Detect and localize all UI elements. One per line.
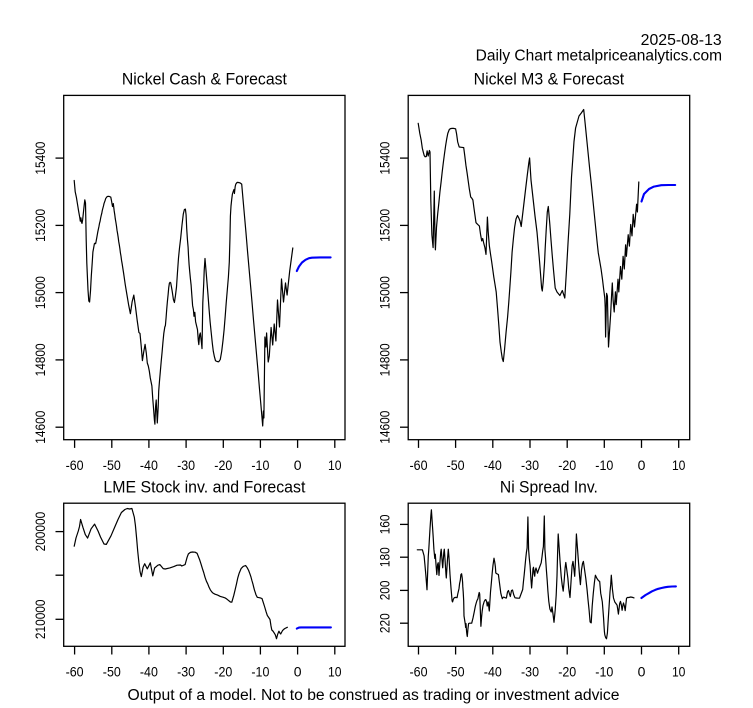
svg-text:10: 10 [672,457,686,473]
svg-text:-60: -60 [66,457,84,473]
svg-text:15200: 15200 [378,209,393,242]
svg-text:Ni Spread Inv.: Ni Spread Inv. [500,478,598,497]
svg-text:220: 220 [378,613,393,633]
svg-text:160: 160 [378,515,393,535]
svg-text:-10: -10 [251,664,269,680]
svg-text:2025-08-13: 2025-08-13 [641,32,722,49]
svg-text:-20: -20 [558,664,576,680]
svg-text:-30: -30 [521,664,539,680]
svg-text:15400: 15400 [33,142,48,175]
svg-text:15200: 15200 [33,209,48,242]
svg-text:Daily Chart metalpriceanalytic: Daily Chart metalpriceanalytics.com [476,48,722,65]
svg-text:15400: 15400 [378,142,393,175]
svg-text:-40: -40 [140,664,158,680]
svg-text:Output of a model. Not to be c: Output of a model. Not to be construed a… [128,687,620,704]
svg-text:-20: -20 [214,457,232,473]
svg-text:-50: -50 [103,457,121,473]
svg-text:0: 0 [638,664,646,680]
svg-text:0: 0 [294,664,302,680]
svg-text:LME Stock inv. and Forecast: LME Stock inv. and Forecast [103,478,305,497]
svg-text:-20: -20 [214,664,232,680]
svg-text:14800: 14800 [378,343,393,376]
svg-text:14600: 14600 [33,411,48,444]
svg-text:200: 200 [378,581,393,601]
svg-text:-20: -20 [558,457,576,473]
svg-text:Nickel M3 & Forecast: Nickel M3 & Forecast [474,69,625,88]
svg-text:0: 0 [294,457,302,473]
svg-text:-10: -10 [251,457,269,473]
svg-text:10: 10 [328,457,342,473]
svg-text:-40: -40 [140,457,158,473]
svg-text:Nickel Cash & Forecast: Nickel Cash & Forecast [122,69,287,88]
svg-text:-60: -60 [410,664,428,680]
svg-text:-40: -40 [484,664,502,680]
svg-text:-60: -60 [66,664,84,680]
svg-text:-30: -30 [177,457,195,473]
svg-text:15000: 15000 [33,276,48,309]
svg-text:-10: -10 [595,457,613,473]
svg-text:-50: -50 [103,664,121,680]
svg-text:-10: -10 [595,664,613,680]
svg-text:-30: -30 [177,664,195,680]
svg-text:210000: 210000 [33,600,48,640]
svg-text:14800: 14800 [33,343,48,376]
svg-text:200000: 200000 [33,512,48,552]
svg-text:15000: 15000 [378,276,393,309]
svg-text:14600: 14600 [378,411,393,444]
svg-text:-40: -40 [484,457,502,473]
svg-text:-60: -60 [410,457,428,473]
svg-text:0: 0 [638,457,646,473]
svg-text:-30: -30 [521,457,539,473]
svg-text:-50: -50 [447,664,465,680]
svg-text:10: 10 [672,664,686,680]
svg-text:10: 10 [328,664,342,680]
svg-text:180: 180 [378,547,393,567]
svg-text:-50: -50 [447,457,465,473]
